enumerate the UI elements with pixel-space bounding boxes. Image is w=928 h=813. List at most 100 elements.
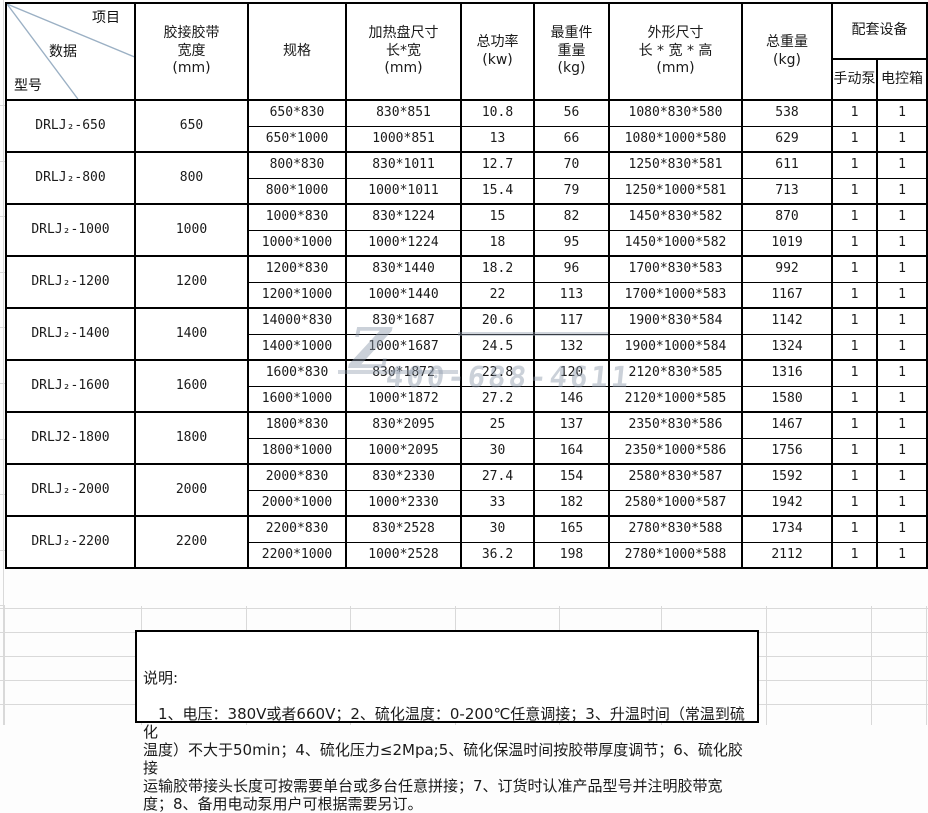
cell-max-part-weight: 165 [533,515,610,543]
cell-overall-dims: 1080*1000*580 [608,125,743,153]
corner-label-model: 型号 [14,78,42,94]
cell-total-power: 30 [460,515,535,543]
cell-control-box: 1 [876,359,928,387]
cell-hand-pump: 1 [831,385,878,413]
cell-model: DRLJ₂-2200 [5,515,136,569]
cell-plate-size: 1000*1872 [345,385,462,413]
cell-max-part-weight: 132 [533,333,610,361]
table-row: DRLJ₂-1200 1200 1200*830 830*1440 18.2 96 1700… [5,255,928,309]
cell-spec: 650*1000 [247,125,347,153]
cell-belt-width: 1400 [134,307,249,361]
header-belt-width: 胶接胶带 宽度 (mm) [134,2,249,101]
cell-total-power: 13 [460,125,535,153]
cell-plate-size: 830*1224 [345,203,462,231]
cell-plate-size: 830*851 [345,99,462,127]
cell-hand-pump: 1 [831,151,878,179]
table-row: 1600*1000 1000*1872 27.2 146 2120*1000*585 15… [6,385,928,413]
cell-spec: 1800*1000 [247,437,347,465]
cell-total-power: 15 [460,203,535,231]
cell-spec: 800*1000 [247,177,347,205]
cell-hand-pump: 1 [831,255,878,283]
cell-control-box: 1 [876,437,928,465]
grid-line [871,606,872,725]
table-row: 1800*1000 1000*2095 30 164 2350*1000*586 1756… [6,437,928,465]
cell-spec: 1200*830 [247,255,347,283]
grid-line [0,327,5,328]
cell-belt-width: 1000 [134,203,249,257]
table-body: DRLJ₂-650 650 650*830 830*851 10.8 56 1080*830… [5,99,928,569]
cell-spec: 1000*1000 [247,229,347,257]
diagonal-divider [8,5,133,98]
table-row: DRLJ₂-1000 1000 1000*830 830*1224 15 82 1450*8… [5,203,928,257]
cell-total-weight: 1142 [741,307,833,335]
cell-plate-size: 830*2095 [345,411,462,439]
cell-model: DRLJ₂-800 [5,151,136,205]
table-row: DRLJ2-1800 1800 1800*830 830*2095 25 137 2350*… [5,411,928,465]
cell-control-box: 1 [876,411,928,439]
cell-total-power: 20.6 [460,307,535,335]
cell-max-part-weight: 137 [533,411,610,439]
grid-line [0,272,5,273]
grid-line [0,161,5,162]
cell-total-weight: 1592 [741,463,833,491]
cell-spec: 1200*1000 [247,281,347,309]
cell-plate-size: 1000*2330 [345,489,462,517]
cell-hand-pump: 1 [831,281,878,309]
cell-spec: 1600*1000 [247,385,347,413]
cell-control-box: 1 [876,333,928,361]
cell-plate-size: 1000*1440 [345,281,462,309]
cell-total-weight: 870 [741,203,833,231]
cell-hand-pump: 1 [831,411,878,439]
grid-line [926,606,927,725]
cell-total-weight: 1019 [741,229,833,257]
cell-control-box: 1 [876,541,928,569]
cell-spec: 1800*830 [247,411,347,439]
cell-max-part-weight: 154 [533,463,610,491]
cell-overall-dims: 1080*830*580 [608,99,743,127]
cell-total-power: 36.2 [460,541,535,569]
cell-plate-size: 1000*2095 [345,437,462,465]
cell-plate-size: 830*1011 [345,151,462,179]
cell-max-part-weight: 70 [533,151,610,179]
cell-spec: 2200*1000 [247,541,347,569]
cell-total-weight: 1734 [741,515,833,543]
cell-max-part-weight: 82 [533,203,610,231]
header-hand-pump: 手动泵 [831,58,878,101]
cell-total-power: 22 [460,281,535,309]
table-row: DRLJ₂-2200 2200 2200*830 830*2528 30 165 2780*… [5,515,928,569]
cell-total-power: 30 [460,437,535,465]
cell-belt-width: 1800 [134,411,249,465]
cell-belt-width: 2200 [134,515,249,569]
cell-hand-pump: 1 [831,307,878,335]
cell-plate-size: 1000*1011 [345,177,462,205]
cell-model: DRLJ₂-1400 [5,307,136,361]
table-row: 1200*1000 1000*1440 22 113 1700*1000*583 1167… [6,281,928,309]
cell-spec: 2000*1000 [247,489,347,517]
cell-overall-dims: 1900*1000*584 [608,333,743,361]
table-header: 项目 数据 型号 胶接胶带 宽度 (mm) 规格 加热盘尺寸 长*宽 (mm) … [5,2,928,101]
cell-belt-width: 800 [134,151,249,205]
table-row: DRLJ₂-2000 2000 2000*830 830*2330 27.4 154 258… [5,463,928,517]
cell-spec: 1000*830 [247,203,347,231]
cell-hand-pump: 1 [831,463,878,491]
cell-hand-pump: 1 [831,437,878,465]
cell-plate-size: 1000*1224 [345,229,462,257]
cell-overall-dims: 1250*1000*581 [608,177,743,205]
cell-total-weight: 2112 [741,541,833,569]
cell-control-box: 1 [876,203,928,231]
cell-spec: 1600*830 [247,359,347,387]
cell-max-part-weight: 95 [533,229,610,257]
cell-max-part-weight: 79 [533,177,610,205]
cell-overall-dims: 2780*830*588 [608,515,743,543]
cell-hand-pump: 1 [831,99,878,127]
cell-control-box: 1 [876,463,928,491]
table-row: 1400*1000 1000*1687 24.5 132 1900*1000*584 13… [6,333,928,361]
table-row: 650*1000 1000*851 13 66 1080*1000*580 629 1 1 [6,125,928,153]
cell-overall-dims: 2580*1000*587 [608,489,743,517]
cell-max-part-weight: 113 [533,281,610,309]
cell-total-weight: 1167 [741,281,833,309]
cell-max-part-weight: 182 [533,489,610,517]
cell-total-weight: 1316 [741,359,833,387]
cell-overall-dims: 2120*830*585 [608,359,743,387]
cell-max-part-weight: 146 [533,385,610,413]
